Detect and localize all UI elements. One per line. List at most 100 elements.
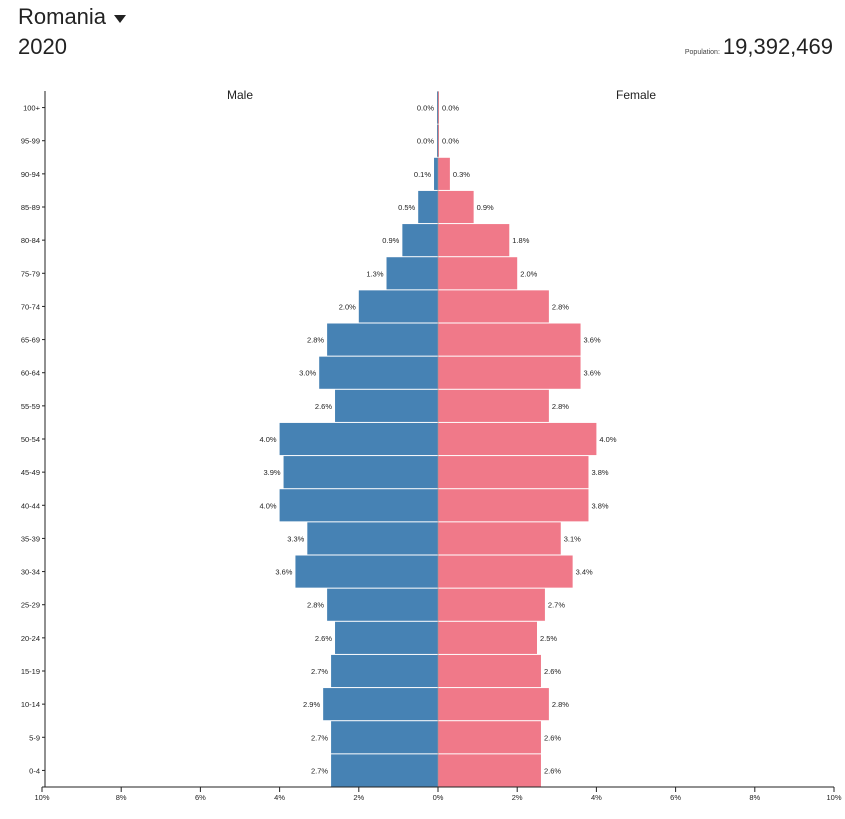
age-group-label: 80-84 bbox=[21, 236, 40, 245]
x-tick-label: 10% bbox=[826, 793, 841, 802]
value-label-male: 2.6% bbox=[315, 634, 332, 643]
value-label-male: 2.0% bbox=[339, 302, 356, 311]
bar-female-5-9 bbox=[438, 721, 541, 754]
value-label-female: 3.4% bbox=[576, 568, 593, 577]
bar-male-95-99 bbox=[437, 124, 438, 157]
value-label-female: 3.6% bbox=[584, 369, 601, 378]
bar-female-25-29 bbox=[438, 588, 545, 621]
bar-female-60-64 bbox=[438, 356, 581, 389]
bar-female-90-94 bbox=[438, 157, 450, 190]
bar-female-70-74 bbox=[438, 290, 549, 323]
value-label-male: 2.6% bbox=[315, 402, 332, 411]
bar-female-75-79 bbox=[438, 257, 518, 290]
value-label-female: 0.0% bbox=[442, 137, 459, 146]
value-label-male: 2.8% bbox=[307, 601, 324, 610]
age-group-label: 70-74 bbox=[21, 302, 40, 311]
age-group-label: 90-94 bbox=[21, 170, 40, 179]
axes-layer: 10% 8% 6% 4% 2% 0% 2% 4% 6% 8% 10% bbox=[34, 91, 842, 802]
bar-female-50-54 bbox=[438, 422, 597, 456]
age-group-label: 85-89 bbox=[21, 203, 40, 212]
country-selector[interactable]: Romania bbox=[18, 4, 127, 30]
bar-male-85-89 bbox=[418, 190, 438, 224]
value-label-female: 0.3% bbox=[453, 170, 470, 179]
bar-male-70-74 bbox=[358, 290, 438, 323]
value-label-male: 3.6% bbox=[275, 568, 292, 577]
value-label-male: 2.7% bbox=[311, 733, 328, 742]
age-group-label: 5-9 bbox=[29, 733, 40, 742]
bar-female-80-84 bbox=[438, 224, 510, 257]
value-label-female: 4.0% bbox=[599, 435, 616, 444]
bar-male-65-69 bbox=[327, 323, 438, 356]
age-group-label: 100+ bbox=[23, 104, 41, 113]
bar-male-5-9 bbox=[331, 721, 438, 754]
age-group-label: 10-14 bbox=[21, 700, 40, 709]
age-group-label: 50-54 bbox=[21, 435, 40, 444]
bar-male-60-64 bbox=[319, 356, 438, 389]
x-tick-label: 4% bbox=[591, 793, 602, 802]
bar-female-100+ bbox=[438, 91, 439, 124]
age-group-label: 45-49 bbox=[21, 468, 40, 477]
value-label-male: 2.8% bbox=[307, 336, 324, 345]
population-label: Population: bbox=[684, 49, 720, 56]
bar-male-100+ bbox=[437, 91, 438, 124]
value-label-female: 3.8% bbox=[591, 468, 608, 477]
population-value: 19,392,469 bbox=[722, 34, 833, 59]
population-display: Population: 19,392,469 bbox=[685, 34, 833, 60]
year-label: 2020 bbox=[18, 34, 67, 59]
age-group-label: 35-39 bbox=[21, 534, 40, 543]
value-label-male: 3.9% bbox=[263, 468, 280, 477]
bar-female-0-4 bbox=[438, 754, 541, 787]
value-label-male: 0.9% bbox=[382, 236, 399, 245]
caret-down-icon[interactable] bbox=[114, 14, 127, 23]
age-group-label: 15-19 bbox=[21, 667, 40, 676]
bar-female-20-24 bbox=[438, 621, 537, 654]
value-label-male: 3.3% bbox=[287, 534, 304, 543]
bars-layer bbox=[279, 91, 597, 787]
bar-female-40-44 bbox=[438, 489, 589, 522]
bar-male-10-14 bbox=[323, 688, 438, 721]
value-label-female: 2.5% bbox=[540, 634, 557, 643]
value-label-female: 0.9% bbox=[477, 203, 494, 212]
x-tick-label: 10% bbox=[34, 793, 49, 802]
age-labels-layer: 100+ 95-99 90-94 85-89 80-84 75-79 70-74 65-69 6… bbox=[21, 104, 41, 776]
value-label-male: 2.9% bbox=[303, 700, 320, 709]
bar-male-25-29 bbox=[327, 588, 438, 621]
value-label-male: 0.0% bbox=[417, 137, 434, 146]
age-group-label: 55-59 bbox=[21, 402, 40, 411]
value-label-female: 3.1% bbox=[564, 534, 581, 543]
value-label-male: 1.3% bbox=[366, 269, 383, 278]
x-tick-label: 6% bbox=[195, 793, 206, 802]
value-label-male: 4.0% bbox=[259, 435, 276, 444]
age-group-label: 20-24 bbox=[21, 634, 40, 643]
bar-male-50-54 bbox=[279, 422, 438, 456]
x-tick-label: 8% bbox=[749, 793, 760, 802]
bar-male-80-84 bbox=[402, 224, 438, 257]
x-tick-label: 8% bbox=[116, 793, 127, 802]
age-group-label: 30-34 bbox=[21, 568, 40, 577]
bar-female-55-59 bbox=[438, 389, 549, 422]
value-label-female: 3.6% bbox=[584, 336, 601, 345]
bar-male-15-19 bbox=[331, 654, 438, 688]
value-label-female: 0.0% bbox=[442, 104, 459, 113]
series-name-male: Male bbox=[227, 88, 253, 102]
bar-female-35-39 bbox=[438, 522, 561, 555]
bar-male-20-24 bbox=[335, 621, 438, 654]
bar-female-10-14 bbox=[438, 688, 549, 721]
value-labels-layer: 0.0% 0.0% 0.0% 0.0% 0.1% 0.3% 0.5% 0.9% 0.9% 1.8%… bbox=[259, 104, 616, 776]
age-group-label: 60-64 bbox=[21, 369, 40, 378]
bar-male-45-49 bbox=[283, 456, 438, 489]
bar-female-85-89 bbox=[438, 190, 474, 224]
bar-female-95-99 bbox=[438, 124, 439, 157]
bar-female-65-69 bbox=[438, 323, 581, 356]
bar-female-15-19 bbox=[438, 654, 541, 688]
bar-female-45-49 bbox=[438, 456, 589, 489]
bar-male-35-39 bbox=[307, 522, 438, 555]
age-group-label: 75-79 bbox=[21, 269, 40, 278]
value-label-female: 1.8% bbox=[512, 236, 529, 245]
series-name-female: Female bbox=[616, 88, 656, 102]
value-label-female: 2.6% bbox=[544, 733, 561, 742]
age-group-label: 0-4 bbox=[29, 766, 40, 775]
bar-male-75-79 bbox=[386, 257, 438, 290]
value-label-male: 4.0% bbox=[259, 501, 276, 510]
x-tick-label: 6% bbox=[670, 793, 681, 802]
